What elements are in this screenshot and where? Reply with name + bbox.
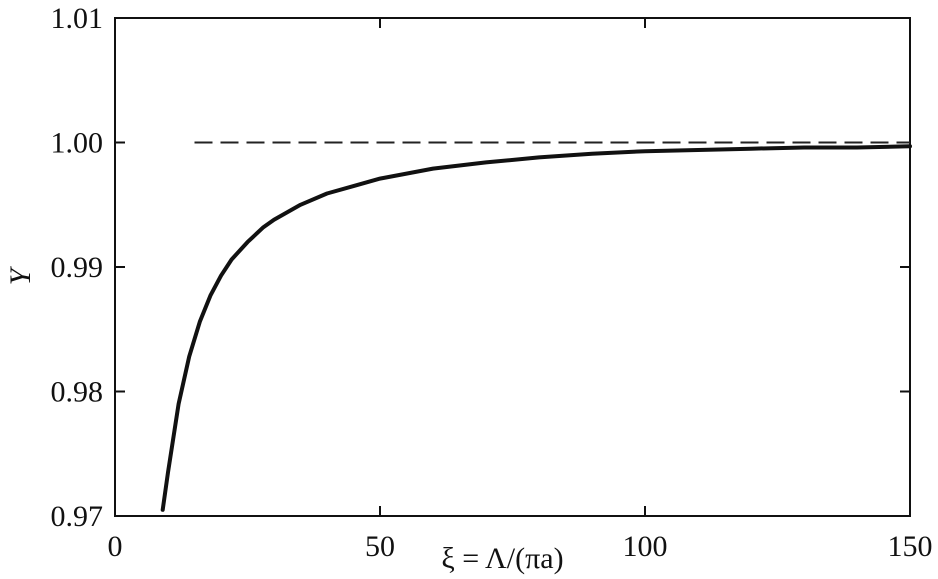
x-tick-label: 0 — [108, 530, 123, 563]
y-tick-label: 0.97 — [51, 500, 104, 533]
y-tick-label: 0.99 — [51, 251, 104, 284]
y-tick-label: 0.98 — [51, 376, 104, 409]
y-axis-label: Y — [4, 265, 37, 285]
x-tick-label: 50 — [365, 530, 395, 563]
plot-frame — [114, 17, 911, 517]
x-axis-label: ξ = Λ/(πa) — [441, 542, 563, 575]
series-line — [160, 144, 912, 512]
x-tick-label: 150 — [888, 530, 933, 563]
y-tick-label: 1.00 — [51, 127, 104, 160]
y-tick-label: 1.01 — [51, 2, 104, 35]
x-tick-label: 100 — [623, 530, 668, 563]
plot-area: 0.97 0.98 0.99 1.00 1.01 0 50 100 150 — [51, 2, 933, 563]
